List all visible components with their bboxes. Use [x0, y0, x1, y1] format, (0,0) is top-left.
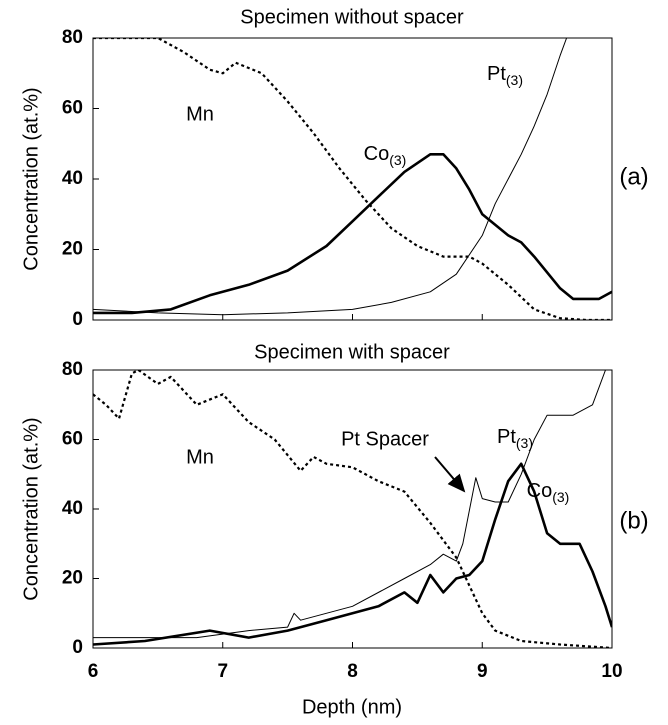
series-label: Mn [186, 446, 214, 468]
series-label: Co(3) [364, 143, 407, 167]
x-tick-label: 6 [88, 661, 99, 682]
series-label: Pt(3) [497, 426, 533, 450]
y-tick-label: 60 [62, 429, 83, 450]
panel-title: Specimen with spacer [254, 341, 450, 363]
series-line [93, 462, 612, 646]
plot-area [93, 370, 612, 648]
y-tick-label: 60 [62, 98, 83, 119]
annotation: Pt Spacer [341, 428, 429, 450]
y-tick-label: 20 [62, 239, 83, 260]
y-tick-label: 80 [62, 27, 83, 48]
series-line [93, 38, 612, 320]
series-line [93, 153, 612, 315]
y-tick-label: 40 [62, 168, 83, 189]
y-axis-label: Concentration (at.%) [20, 417, 42, 600]
y-tick-label: 40 [62, 498, 83, 519]
series-label: Mn [186, 103, 214, 125]
plot-frame [92, 37, 613, 321]
panel-label: (a) [619, 163, 648, 190]
series-line [93, 38, 568, 316]
y-tick-label: 0 [72, 309, 83, 330]
x-tick-label: 10 [601, 661, 622, 682]
x-tick-label: 9 [477, 661, 488, 682]
series-label: Co(3) [527, 480, 570, 504]
y-tick-label: 80 [62, 359, 83, 380]
y-axis-label: Concentration (at.%) [20, 87, 42, 270]
x-tick-label: 8 [347, 661, 358, 682]
y-tick-label: 20 [62, 568, 83, 589]
panel-title: Specimen without spacer [240, 6, 464, 28]
plot-area [93, 38, 612, 320]
panel-label: (b) [619, 507, 648, 534]
series-label: Pt(3) [487, 63, 523, 87]
y-tick-label: 0 [72, 637, 83, 658]
x-tick-label: 7 [217, 661, 228, 682]
series-line [93, 370, 606, 639]
x-axis-label: Depth (nm) [302, 696, 402, 718]
annotation-arrow [434, 456, 466, 493]
